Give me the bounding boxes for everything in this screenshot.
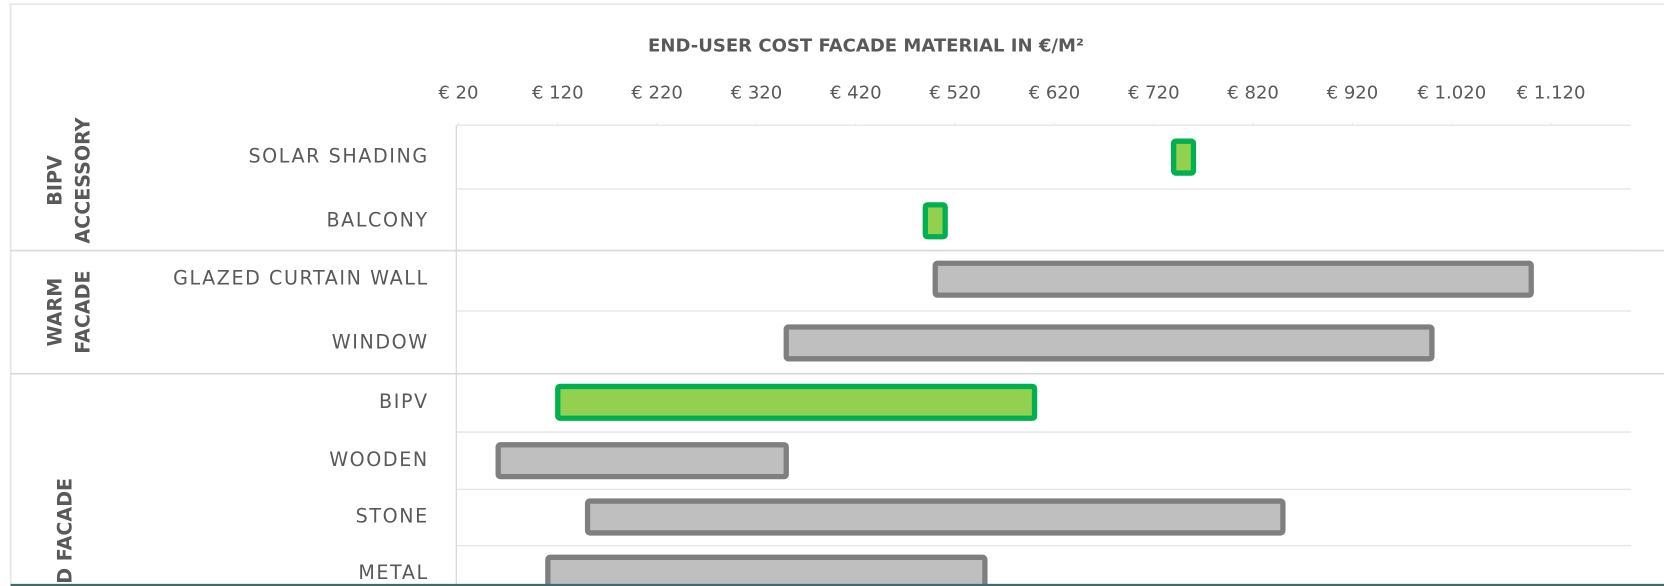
frame <box>9 3 1664 586</box>
category-label: GLAZED CURTAIN WALL <box>173 267 429 290</box>
group-label: D FACADE <box>53 478 76 584</box>
x-tick-label: € 720 <box>1128 82 1180 103</box>
group-label: BIPV <box>44 155 67 206</box>
range-bar <box>495 442 789 480</box>
x-tick-label: € 520 <box>929 82 981 103</box>
category-label: METAL <box>358 561 428 584</box>
category-label: STONE <box>356 504 429 527</box>
group-label: ACCESSORY <box>71 116 94 243</box>
x-tick-label: € 820 <box>1227 82 1279 103</box>
category-label: WINDOW <box>332 330 429 353</box>
chart-title: END-USER COST FACADE MATERIAL IN €/M² <box>648 36 1084 57</box>
x-tick-label: € 420 <box>830 82 882 103</box>
range-bar <box>922 202 948 240</box>
category-label: SOLAR SHADING <box>248 145 428 168</box>
group-label: WARM <box>44 278 67 347</box>
category-label: BIPV <box>379 390 429 413</box>
x-tick-label: € 320 <box>731 82 783 103</box>
x-tick-label: € 20 <box>438 82 478 103</box>
group-label: FACADE <box>71 270 94 353</box>
range-bar <box>545 554 988 586</box>
range-bar <box>932 260 1534 298</box>
category-label: WOODEN <box>329 448 429 471</box>
x-tick-label: € 120 <box>532 82 584 103</box>
category-label: BALCONY <box>326 208 428 231</box>
range-bar <box>1170 138 1197 176</box>
range-bar <box>555 383 1038 421</box>
x-tick-label: € 1.020 <box>1417 82 1486 103</box>
x-tick-label: € 1.120 <box>1517 82 1586 103</box>
range-bar <box>584 498 1286 536</box>
x-tick-label: € 220 <box>631 82 683 103</box>
x-tick-label: € 920 <box>1327 82 1379 103</box>
x-tick-label: € 620 <box>1029 82 1081 103</box>
range-bar <box>783 324 1435 362</box>
